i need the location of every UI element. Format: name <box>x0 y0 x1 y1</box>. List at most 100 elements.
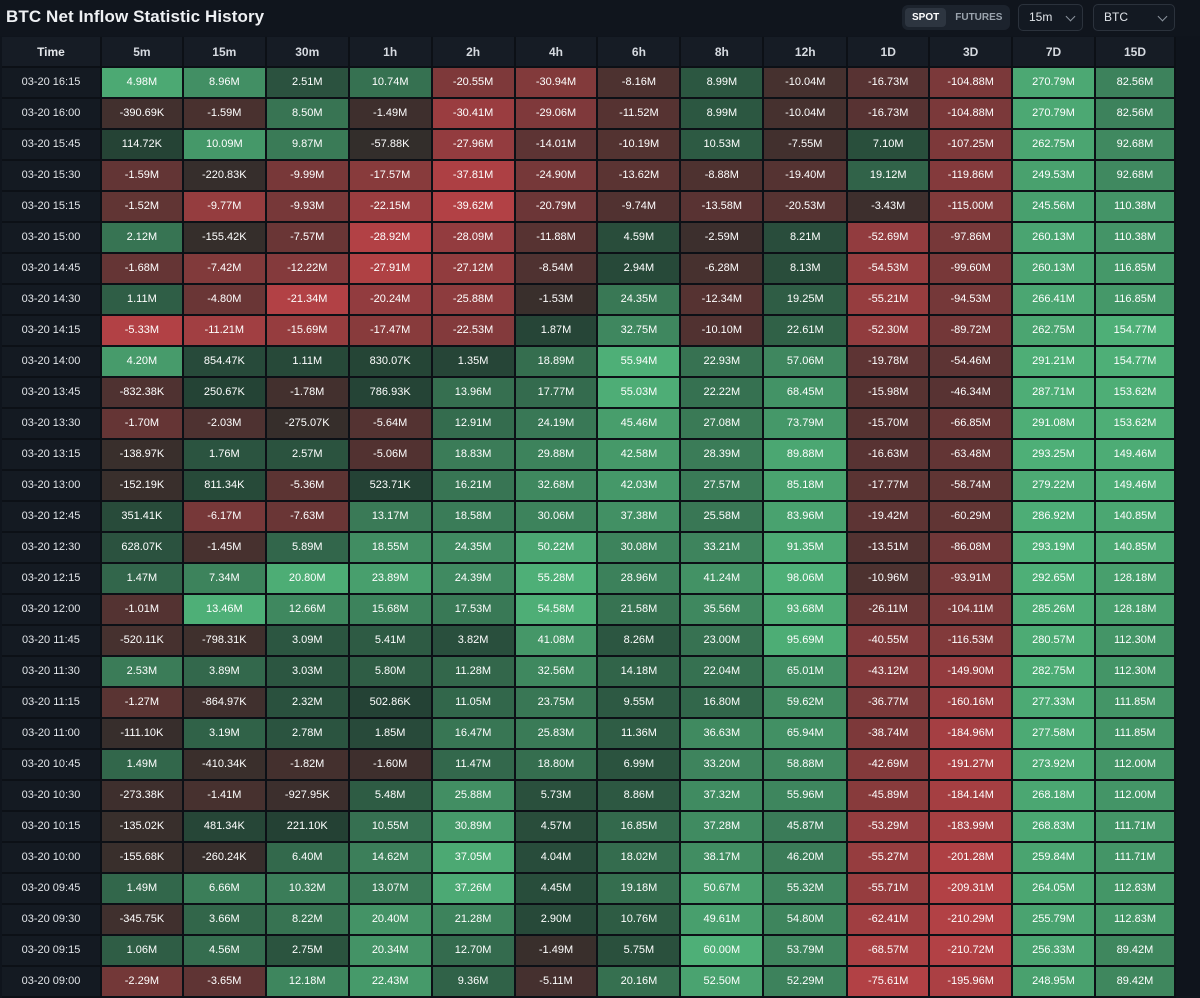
value-cell: 45.87M <box>764 812 849 843</box>
value-cell: 2.90M <box>515 905 599 936</box>
value-cell: 221.10K <box>266 812 350 843</box>
value-cell: 29.88M <box>515 440 599 471</box>
value-cell: 112.30M <box>1096 657 1176 688</box>
value-cell: 112.00M <box>1096 781 1176 812</box>
table-row: 03-20 16:15 4.98M 8.96M 2.51M 10.74M -20.55M -… <box>2 68 1176 99</box>
value-cell: 23.89M <box>349 564 433 595</box>
column-header-7d[interactable]: 7D <box>1013 37 1097 68</box>
time-cell: 03-20 15:00 <box>2 223 102 254</box>
value-cell: -345.75K <box>101 905 184 936</box>
column-header-time[interactable]: Time <box>2 37 102 68</box>
value-cell: 291.21M <box>1013 347 1097 378</box>
value-cell: -1.70M <box>101 409 184 440</box>
value-cell: 24.35M <box>432 533 516 564</box>
value-cell: 10.09M <box>183 130 267 161</box>
value-cell: -20.79M <box>515 192 599 223</box>
time-cell: 03-20 10:30 <box>2 781 102 812</box>
value-cell: 25.88M <box>432 781 516 812</box>
value-cell: -57.88K <box>349 130 433 161</box>
column-header-1h[interactable]: 1h <box>349 37 433 68</box>
value-cell: 20.40M <box>349 905 433 936</box>
value-cell: 502.86K <box>349 688 433 719</box>
value-cell: -94.53M <box>930 285 1014 316</box>
chevron-down-icon <box>1065 11 1076 22</box>
value-cell: -1.59M <box>101 161 184 192</box>
value-cell: -210.29M <box>930 905 1014 936</box>
column-header-3d[interactable]: 3D <box>930 37 1014 68</box>
value-cell: 1.11M <box>266 347 350 378</box>
value-cell: 17.53M <box>432 595 516 626</box>
value-cell: -1.49M <box>349 99 433 130</box>
value-cell: 10.74M <box>349 68 433 99</box>
futures-tab[interactable]: FUTURES <box>955 12 1003 23</box>
asset-select-value: BTC <box>1104 10 1128 24</box>
value-cell: -116.53M <box>930 626 1014 657</box>
value-cell: -155.42K <box>183 223 267 254</box>
column-header-4h[interactable]: 4h <box>515 37 599 68</box>
column-header-1d[interactable]: 1D <box>848 37 931 68</box>
value-cell: -13.51M <box>848 533 931 564</box>
value-cell: 30.06M <box>515 502 599 533</box>
value-cell: -68.57M <box>848 936 931 967</box>
value-cell: 1.35M <box>432 347 516 378</box>
value-cell: -1.60M <box>349 750 433 781</box>
column-header-6h[interactable]: 6h <box>598 37 682 68</box>
table-body: 03-20 16:15 4.98M 8.96M 2.51M 10.74M -20.55M -… <box>2 68 1176 998</box>
value-cell: 256.33M <box>1013 936 1097 967</box>
value-cell: 116.85M <box>1096 285 1176 316</box>
value-cell: 4.59M <box>598 223 682 254</box>
value-cell: 4.57M <box>515 812 599 843</box>
value-cell: -17.47M <box>349 316 433 347</box>
value-cell: 2.12M <box>101 223 184 254</box>
value-cell: 270.79M <box>1013 99 1097 130</box>
table-row: 03-20 13:45 -832.38K 250.67K -1.78M 786.93K 1… <box>2 378 1176 409</box>
value-cell: 18.58M <box>432 502 516 533</box>
time-cell: 03-20 12:45 <box>2 502 102 533</box>
value-cell: -11.52M <box>598 99 682 130</box>
value-cell: -5.64M <box>349 409 433 440</box>
column-header-8h[interactable]: 8h <box>681 37 765 68</box>
value-cell: 20.34M <box>349 936 433 967</box>
value-cell: -4.80M <box>183 285 267 316</box>
time-cell: 03-20 13:00 <box>2 471 102 502</box>
column-header-15d[interactable]: 15D <box>1096 37 1176 68</box>
column-header-15m[interactable]: 15m <box>183 37 267 68</box>
value-cell: 8.50M <box>266 99 350 130</box>
value-cell: -832.38K <box>101 378 184 409</box>
column-header-12h[interactable]: 12h <box>764 37 849 68</box>
value-cell: 277.33M <box>1013 688 1097 719</box>
value-cell: 27.08M <box>681 409 765 440</box>
value-cell: 8.96M <box>183 68 267 99</box>
value-cell: -10.04M <box>764 68 849 99</box>
value-cell: 7.34M <box>183 564 267 595</box>
column-header-5m[interactable]: 5m <box>101 37 184 68</box>
value-cell: 22.04M <box>681 657 765 688</box>
value-cell: -195.96M <box>930 967 1014 998</box>
value-cell: 154.77M <box>1096 347 1176 378</box>
value-cell: -1.82M <box>266 750 350 781</box>
value-cell: -2.59M <box>681 223 765 254</box>
value-cell: -9.74M <box>598 192 682 223</box>
value-cell: 23.00M <box>681 626 765 657</box>
table-row: 03-20 10:15 -135.02K 481.34K 221.10K 10.55M 3… <box>2 812 1176 843</box>
value-cell: 112.00M <box>1096 750 1176 781</box>
value-cell: -184.96M <box>930 719 1014 750</box>
interval-select[interactable]: 15m <box>1018 4 1083 31</box>
asset-select[interactable]: BTC <box>1093 4 1175 31</box>
table-row: 03-20 13:15 -138.97K 1.76M 2.57M -5.06M 18.83… <box>2 440 1176 471</box>
value-cell: 811.34K <box>183 471 267 502</box>
table-row: 03-20 10:30 -273.38K -1.41M -927.95K 5.48M 25… <box>2 781 1176 812</box>
value-cell: 110.38M <box>1096 192 1176 223</box>
spot-tab[interactable]: SPOT <box>905 8 947 27</box>
column-header-2h[interactable]: 2h <box>432 37 516 68</box>
value-cell: 481.34K <box>183 812 267 843</box>
value-cell: 259.84M <box>1013 843 1097 874</box>
table-row: 03-20 12:45 351.41K -6.17M -7.63M 13.17M 18.5… <box>2 502 1176 533</box>
table-row: 03-20 14:45 -1.68M -7.42M -12.22M -27.91M -27… <box>2 254 1176 285</box>
value-cell: 10.53M <box>681 130 765 161</box>
value-cell: -54.53M <box>848 254 931 285</box>
table-row: 03-20 15:45 114.72K 10.09M 9.87M -57.88K -27.… <box>2 130 1176 161</box>
column-header-30m[interactable]: 30m <box>266 37 350 68</box>
value-cell: 3.09M <box>266 626 350 657</box>
value-cell: -27.12M <box>432 254 516 285</box>
